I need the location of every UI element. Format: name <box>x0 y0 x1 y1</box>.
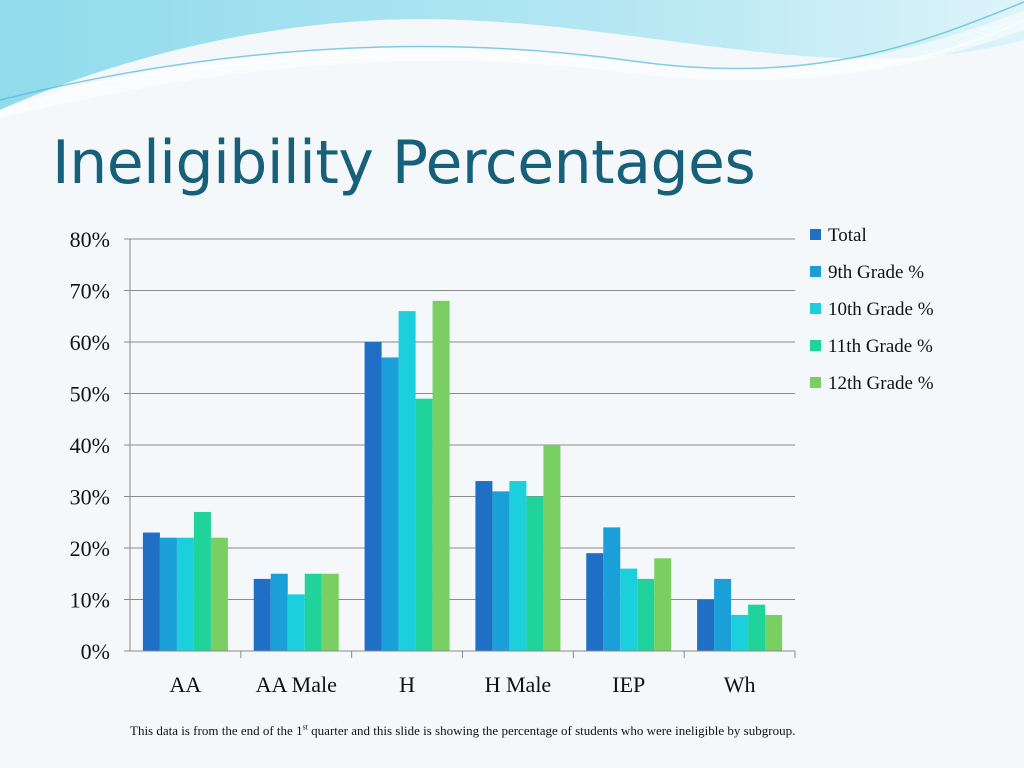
footnote-text-start: This data is from the end of the 1 <box>130 723 303 738</box>
bar <box>603 527 621 651</box>
y-tick-label: 60% <box>70 330 110 355</box>
bar <box>253 578 271 651</box>
bar <box>637 578 655 651</box>
bar <box>415 398 433 651</box>
bar <box>748 604 766 651</box>
bar <box>270 573 288 651</box>
bar <box>193 511 211 651</box>
y-tick-label: 0% <box>81 639 110 664</box>
x-tick-label: Wh <box>724 672 756 697</box>
bar <box>287 594 305 651</box>
bar <box>142 532 160 651</box>
bar <box>586 553 604 651</box>
axes <box>124 238 796 658</box>
y-tick-label: 20% <box>70 536 110 561</box>
legend-swatch <box>810 229 821 240</box>
y-tick-label: 80% <box>70 227 110 252</box>
bar <box>765 614 783 651</box>
footnote-superscript: st <box>302 722 308 732</box>
y-tick-label: 30% <box>70 485 110 510</box>
bar <box>432 300 450 651</box>
bar <box>509 481 527 651</box>
footnote: This data is from the end of the 1st qua… <box>130 722 870 739</box>
axis-labels: 0% 10% 20% 30% 40% 50% 60% 70% 80% AA AA Male H H Ma… <box>70 227 756 697</box>
legend-label: 12th Grade % <box>828 373 934 394</box>
bar <box>210 537 228 651</box>
legend-label: 9th Grade % <box>828 262 924 283</box>
header-wave <box>0 0 1024 110</box>
bar <box>526 496 544 651</box>
x-tick-label: AA Male <box>256 672 337 697</box>
x-tick-label: H Male <box>485 672 552 697</box>
y-tick-label: 40% <box>70 433 110 458</box>
bar <box>321 573 339 651</box>
gridlines <box>130 238 795 600</box>
legend-swatch <box>810 377 821 388</box>
bar <box>543 445 561 651</box>
bar <box>159 537 177 651</box>
header-wave-highlight <box>0 0 1024 118</box>
bar <box>381 357 399 651</box>
bar <box>492 491 510 651</box>
bar <box>475 481 493 651</box>
slide-title: Ineligibility Percentages <box>52 128 756 198</box>
legend-label: Total <box>828 225 867 246</box>
bar <box>398 311 416 651</box>
legend-swatch <box>810 340 821 351</box>
legend-swatch <box>810 266 821 277</box>
bar <box>364 342 382 651</box>
y-tick-label: 10% <box>70 588 110 613</box>
bar <box>620 568 638 651</box>
legend: Total 9th Grade % 10th Grade % 11th Grade %… <box>810 225 934 394</box>
y-tick-label: 50% <box>70 382 110 407</box>
bar <box>731 614 749 651</box>
bar <box>304 573 322 651</box>
footnote-text-end: quarter and this slide is showing the pe… <box>307 723 796 738</box>
legend-label: 11th Grade % <box>828 336 933 357</box>
x-tick-label: H <box>399 672 415 697</box>
legend-label: 10th Grade % <box>828 299 934 320</box>
x-tick-label: AA <box>170 672 202 697</box>
bars <box>142 300 783 651</box>
legend-swatch <box>810 303 821 314</box>
bar <box>654 558 672 651</box>
bar <box>697 599 715 651</box>
header-wave-line <box>0 1 1024 101</box>
bar <box>176 537 194 651</box>
bar <box>714 578 732 651</box>
y-tick-label: 70% <box>70 279 110 304</box>
x-tick-label: IEP <box>612 672 645 697</box>
header-wave-line-2 <box>59 19 1024 91</box>
